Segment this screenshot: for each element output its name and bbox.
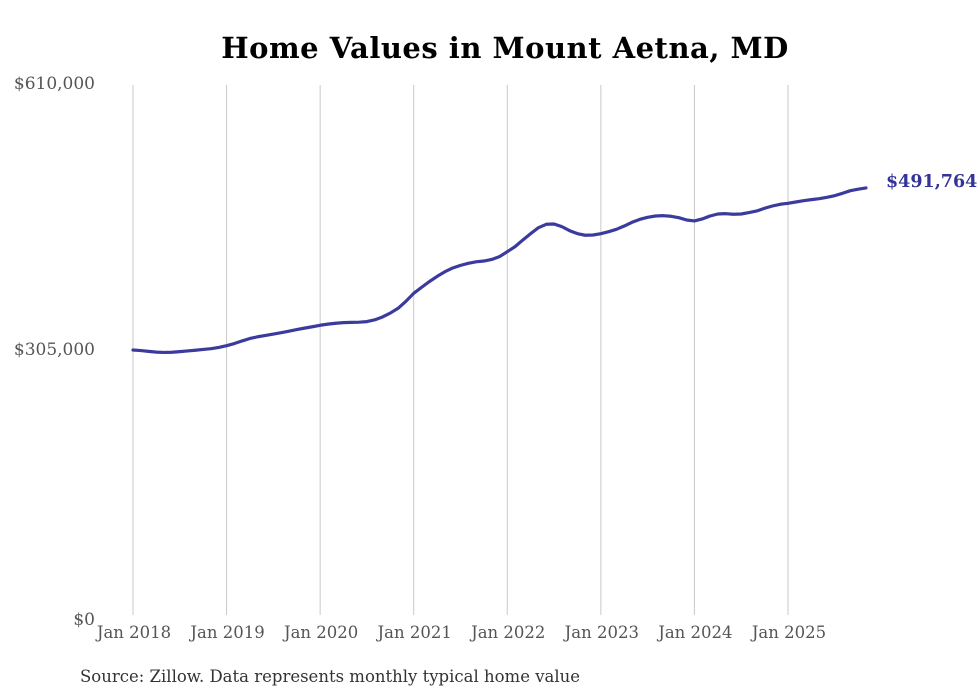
year-gridlines	[132, 85, 789, 615]
x-tick-label: Jan 2022	[471, 623, 546, 642]
y-tick-label: $610,000	[13, 74, 95, 94]
home-value-line-series	[131, 186, 868, 355]
chart-title: Home Values in Mount Aetna, MD	[221, 31, 789, 65]
x-tick-label: Jan 2024	[658, 623, 733, 642]
x-tick-label: Jan 2019	[190, 623, 265, 642]
y-tick-label: $0	[73, 610, 95, 630]
latest-value-annotation: $491,764	[886, 172, 978, 192]
x-tick-label: Jan 2025	[751, 623, 827, 642]
source-attribution: Source: Zillow. Data represents monthly …	[80, 667, 581, 686]
x-tick-label: Jan 2020	[283, 623, 359, 642]
x-tick-label: Jan 2018	[96, 623, 172, 642]
y-tick-label: $305,000	[13, 339, 95, 360]
x-tick-label: Jan 2023	[564, 623, 639, 642]
x-tick-label: Jan 2021	[377, 623, 452, 642]
